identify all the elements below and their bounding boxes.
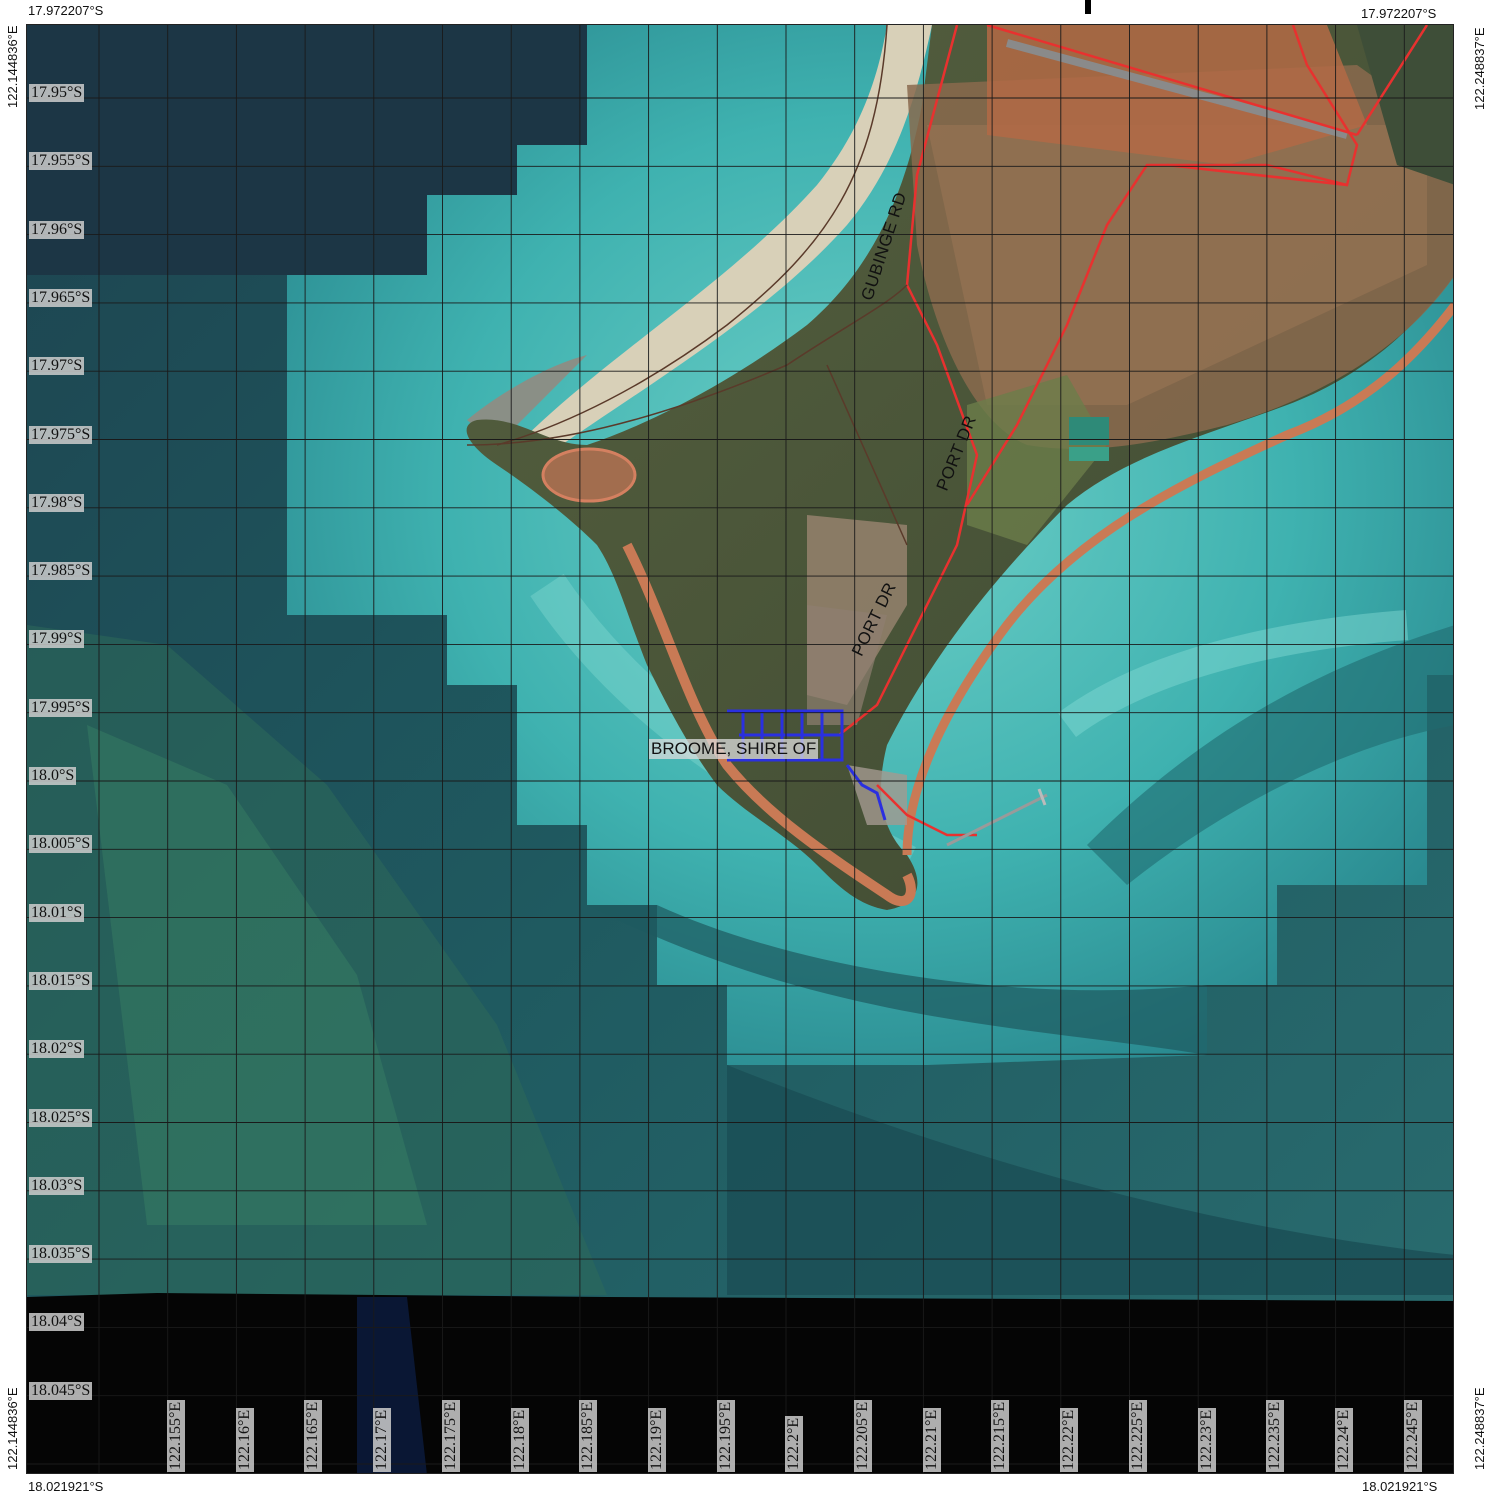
corner-left-top-lon: 122.144836°E (5, 25, 20, 108)
lon-label: 122.19°E (647, 1407, 666, 1472)
lat-label: 17.975°S (29, 425, 93, 444)
ponds (1069, 417, 1109, 445)
lat-label: 17.995°S (29, 698, 93, 717)
corner-left-bottom-lon: 122.144836°E (5, 1387, 20, 1470)
corner-bottom-left-lat: 18.021921°S (28, 1479, 104, 1494)
lat-label: 18.04°S (29, 1313, 85, 1332)
lat-label: 18.01°S (29, 903, 85, 922)
lat-label: 18.02°S (29, 1040, 85, 1059)
lon-label: 122.155°E (167, 1399, 185, 1472)
lon-label: 122.225°E (1128, 1399, 1147, 1472)
place-label: BROOME, SHIRE OF (649, 739, 819, 759)
lon-label: 122.195°E (716, 1399, 735, 1472)
satellite-imagery (27, 25, 1453, 1473)
lon-label: 122.22°E (1060, 1407, 1079, 1472)
corner-right-top-lon: 122.248837°E (1472, 27, 1487, 110)
lon-label: 122.165°E (304, 1399, 323, 1472)
north-arrow-icon (1085, 0, 1091, 14)
corner-right-bottom-lon: 122.248837°E (1472, 1387, 1487, 1470)
roads (838, 25, 1429, 837)
lat-label: 17.97°S (29, 357, 85, 376)
lon-label: 122.215°E (991, 1399, 1010, 1472)
beach (517, 25, 932, 455)
graticule-grid (27, 25, 1453, 1473)
lon-label: 122.235°E (1266, 1399, 1285, 1472)
lat-label: 18.015°S (29, 971, 93, 990)
lat-label: 17.985°S (29, 562, 93, 581)
lat-label: 17.96°S (29, 220, 85, 239)
lon-label: 122.175°E (441, 1399, 460, 1472)
lon-label: 122.17°E (373, 1407, 392, 1472)
runway (1005, 39, 1349, 139)
lon-label: 122.2°E (785, 1415, 804, 1472)
lon-label: 122.16°E (235, 1407, 254, 1472)
corner-top-left-lat: 17.972207°S (28, 3, 104, 18)
lon-label: 122.185°E (579, 1399, 598, 1472)
lat-label: 17.98°S (29, 493, 85, 512)
lat-label: 17.99°S (29, 630, 85, 649)
lon-label: 122.24°E (1334, 1407, 1353, 1472)
lon-label: 122.23°E (1197, 1407, 1216, 1472)
lat-label: 18.03°S (29, 1176, 85, 1195)
lat-label: 18.045°S (29, 1381, 93, 1400)
lat-label: 17.955°S (29, 152, 93, 171)
lat-label: 18.025°S (29, 1108, 93, 1127)
lat-label: 17.95°S (29, 84, 85, 102)
lon-label: 122.21°E (922, 1407, 941, 1472)
lon-label: 122.205°E (854, 1399, 872, 1472)
lat-label: 17.965°S (29, 288, 93, 307)
corner-top-right-lat: 17.972207°S (1361, 6, 1437, 21)
lat-label: 18.035°S (29, 1245, 93, 1264)
lat-label: 18.0°S (29, 767, 77, 785)
map-frame[interactable]: 17.95°S 17.955°S 17.96°S 17.965°S 17.97°S 17.… (26, 24, 1454, 1474)
lon-label: 122.245°E (1403, 1399, 1422, 1472)
town-area (907, 65, 1453, 449)
racecourse (541, 447, 637, 503)
parcel-outlines (727, 709, 887, 821)
jetty (946, 793, 1048, 847)
lon-label: 122.18°E (510, 1407, 529, 1472)
lat-label: 18.005°S (29, 835, 93, 854)
corner-bottom-right-lat: 18.021921°S (1362, 1479, 1438, 1494)
